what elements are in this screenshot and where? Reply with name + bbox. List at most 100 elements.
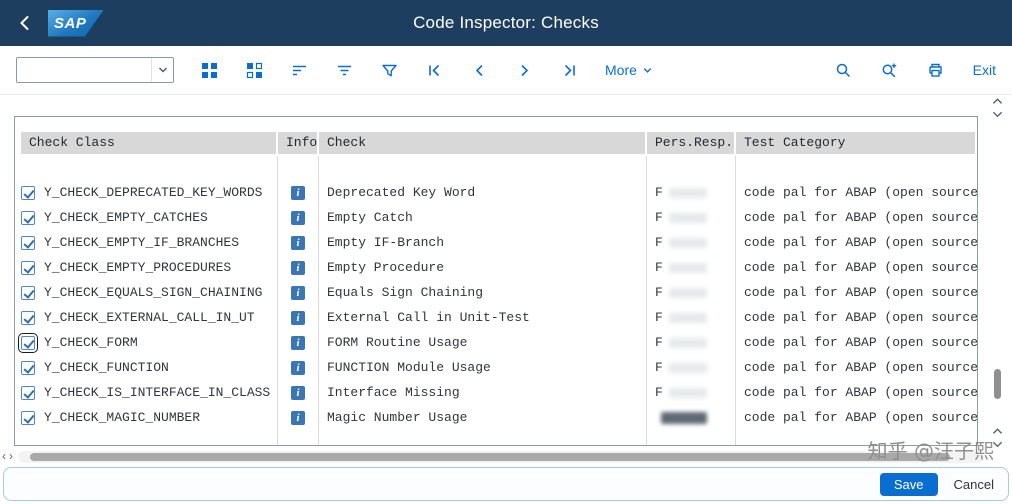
info-icon[interactable] (291, 235, 305, 250)
info-cell (278, 255, 319, 280)
pers-resp-cell: F (647, 280, 736, 305)
pers-resp-cell: F (647, 380, 736, 405)
search-icon[interactable] (835, 61, 853, 79)
row-checkbox[interactable] (21, 385, 35, 400)
redacted-smudge (661, 411, 707, 424)
redacted-smudge (668, 312, 707, 323)
info-icon[interactable] (291, 385, 305, 400)
vertical-scrollbar[interactable] (990, 95, 1005, 451)
check-class-label: Y_CHECK_EMPTY_IF_BRANCHES (44, 235, 240, 250)
toolbar: More Exit (0, 46, 1012, 95)
info-icon[interactable] (291, 260, 305, 275)
exit-button[interactable]: Exit (972, 62, 996, 78)
previous-page-icon[interactable] (470, 61, 488, 79)
check-class-cell: Y_CHECK_EQUALS_SIGN_CHAINING (15, 280, 278, 305)
check-class-label: Y_CHECK_MAGIC_NUMBER (44, 410, 201, 425)
info-cell (278, 355, 319, 380)
info-cell (278, 405, 319, 430)
test-category-cell: code pal for ABAP (open source (744, 335, 977, 350)
toolbar-icon-group (200, 61, 578, 79)
next-page-icon[interactable] (515, 61, 533, 79)
filter-funnel-icon[interactable] (380, 61, 398, 79)
table-row[interactable]: Y_CHECK_EMPTY_CATCHES Empty Catch F code… (15, 205, 977, 230)
info-icon[interactable] (291, 410, 305, 425)
row-checkbox[interactable] (21, 260, 35, 275)
info-icon[interactable] (291, 210, 305, 225)
watermark: 知乎 @汪子熙 (867, 439, 994, 463)
info-icon[interactable] (291, 185, 305, 200)
group-lines-icon[interactable] (335, 61, 353, 79)
column-header-info[interactable]: Info (278, 132, 317, 154)
test-category-cell: code pal for ABAP (open source (744, 285, 977, 300)
row-checkbox[interactable] (21, 185, 35, 200)
row-checkbox[interactable] (21, 410, 35, 425)
check-class-cell: Y_CHECK_EMPTY_CATCHES (15, 205, 278, 230)
column-header-check[interactable]: Check (319, 132, 645, 154)
check-name-cell: Empty IF-Branch (319, 230, 647, 255)
print-icon[interactable] (927, 61, 945, 79)
sort-ascending-icon[interactable] (290, 61, 308, 79)
row-checkbox[interactable] (18, 332, 38, 353)
empty-cell (278, 430, 319, 445)
empty-cell (278, 156, 319, 180)
last-page-icon[interactable] (560, 61, 578, 79)
horizontal-scroll-thumb[interactable] (30, 453, 950, 461)
variant-combobox[interactable] (16, 57, 174, 83)
save-button[interactable]: Save (879, 472, 938, 496)
vertical-scroll-track[interactable] (990, 123, 1005, 423)
check-class-cell: Y_CHECK_DEPRECATED_KEY_WORDS (15, 180, 278, 205)
info-icon[interactable] (291, 310, 305, 325)
scroll-down-step-icon[interactable] (990, 108, 1005, 121)
row-checkbox[interactable] (21, 310, 35, 325)
table-row[interactable]: Y_CHECK_MAGIC_NUMBER Magic Number Usage … (15, 405, 977, 430)
empty-cell (319, 156, 647, 180)
row-checkbox[interactable] (21, 235, 35, 250)
check-class-cell: Y_CHECK_IS_INTERFACE_IN_CLASS (15, 380, 278, 405)
check-name-cell: Empty Procedure (319, 255, 647, 280)
table-settings-icon[interactable] (245, 61, 263, 79)
table-row[interactable]: Y_CHECK_EMPTY_PROCEDURES Empty Procedure… (15, 255, 977, 280)
info-icon[interactable] (291, 360, 305, 375)
test-category-cell: code pal for ABAP (open source (744, 410, 977, 425)
table-row[interactable]: Y_CHECK_EXTERNAL_CALL_IN_UT External Cal… (15, 305, 977, 330)
column-header-check-class[interactable]: Check Class (21, 132, 276, 154)
column-header-pers-resp[interactable]: Pers.Resp. (647, 132, 734, 154)
info-icon[interactable] (291, 285, 305, 300)
table-row[interactable]: Y_CHECK_EQUALS_SIGN_CHAINING Equals Sign… (15, 280, 977, 305)
pers-resp-cell: F (647, 305, 736, 330)
first-page-icon[interactable] (425, 61, 443, 79)
pers-resp-value: F (655, 235, 663, 250)
table-row[interactable]: Y_CHECK_EMPTY_IF_BRANCHES Empty IF-Branc… (15, 230, 977, 255)
grid-layout-icon[interactable] (200, 61, 218, 79)
horizontal-scrollbar[interactable] (18, 451, 984, 463)
vertical-scroll-thumb[interactable] (994, 369, 1001, 399)
scroll-up-bottom-icon[interactable] (990, 425, 1005, 438)
horizontal-scroll-buttons: ‹ › (2, 450, 13, 462)
check-class-label: Y_CHECK_IS_INTERFACE_IN_CLASS (44, 385, 271, 400)
check-class-label: Y_CHECK_EXTERNAL_CALL_IN_UT (44, 310, 255, 325)
more-menu-button[interactable]: More (605, 62, 653, 78)
scroll-down-icon[interactable] (990, 438, 1005, 451)
table-row[interactable]: Y_CHECK_IS_INTERFACE_IN_CLASS Interface … (15, 380, 977, 405)
back-icon[interactable] (16, 14, 34, 32)
scroll-up-icon[interactable] (990, 95, 1005, 108)
search-next-icon[interactable] (881, 61, 899, 79)
row-checkbox[interactable] (21, 360, 35, 375)
combobox-chevron-down-icon[interactable] (151, 58, 173, 82)
row-checkbox[interactable] (21, 285, 35, 300)
variant-input[interactable] (17, 58, 151, 82)
cancel-button[interactable]: Cancel (953, 476, 994, 492)
scroll-left-icon[interactable]: ‹ (2, 449, 6, 463)
info-icon[interactable] (291, 335, 305, 350)
table-row[interactable]: Y_CHECK_FUNCTION FUNCTION Module Usage F… (15, 355, 977, 380)
empty-row (15, 156, 977, 180)
checks-table: Check Class Info Check Pers.Resp. Test C… (14, 116, 978, 446)
table-row[interactable]: Y_CHECK_DEPRECATED_KEY_WORDS Deprecated … (15, 180, 977, 205)
pers-resp-cell: F (647, 330, 736, 355)
table-row[interactable]: Y_CHECK_FORM FORM Routine Usage F code p… (15, 330, 977, 355)
more-menu-label: More (605, 62, 637, 78)
row-checkbox[interactable] (21, 210, 35, 225)
info-cell (278, 305, 319, 330)
column-header-test-category[interactable]: Test Category (736, 132, 975, 154)
scroll-right-icon[interactable]: › (9, 449, 13, 463)
